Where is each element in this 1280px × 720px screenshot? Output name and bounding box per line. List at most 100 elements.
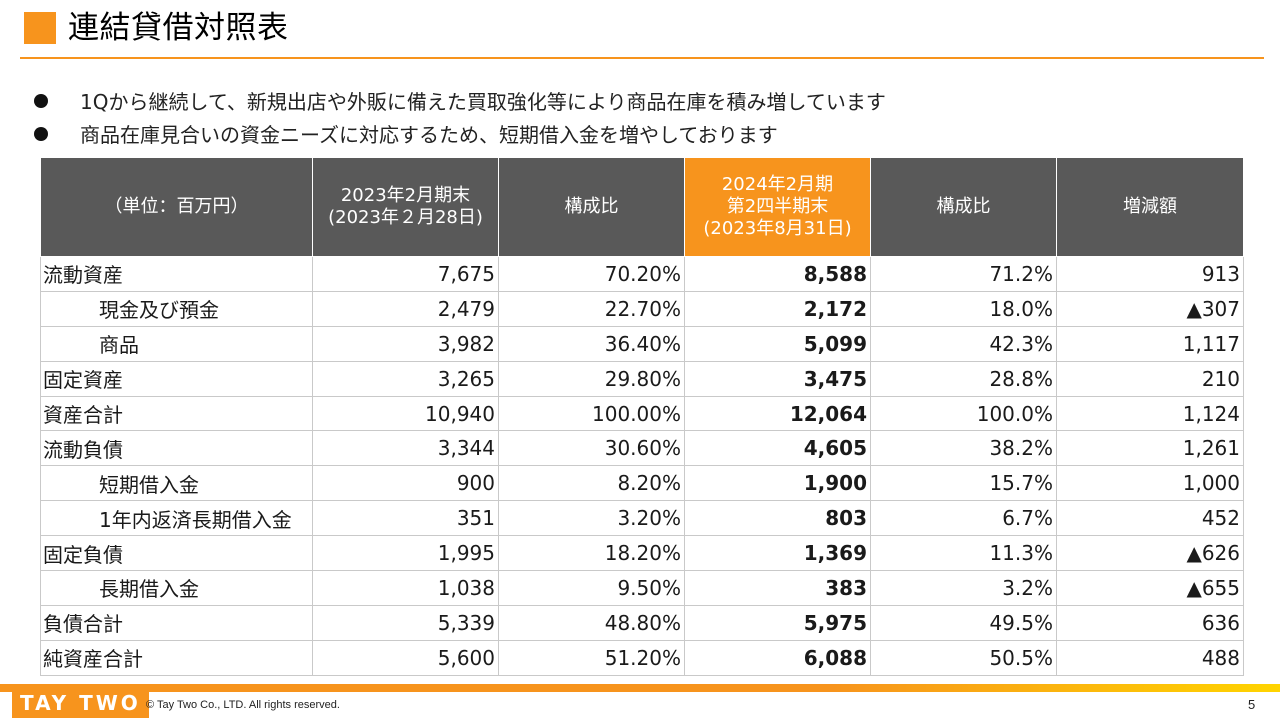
current-ratio: 15.7%	[870, 465, 1057, 502]
current-value: 5,975	[684, 604, 871, 641]
table-header-row: （単位：百万円） 2023年2月期末 (2023年２月28日) 構成比 2024…	[40, 157, 1244, 257]
table-row: 固定資産 3,265 29.80% 3,475 28.8% 210	[40, 360, 1244, 397]
prev-value: 1,038	[312, 570, 499, 606]
change-value: 488	[1056, 639, 1244, 676]
row-label: 資産合計	[40, 395, 313, 432]
prev-value: 351	[312, 500, 499, 537]
change-value: 1,261	[1056, 430, 1244, 467]
prev-value: 3,344	[312, 430, 499, 467]
header-ratio-prev: 構成比	[498, 157, 685, 257]
change-value: 452	[1056, 500, 1244, 537]
bullet-text: 商品在庫見合いの資金ニーズに対応するため、短期借入金を増やしております	[80, 123, 778, 147]
footer-accent-bar	[0, 684, 1280, 692]
row-label: 固定負債	[40, 535, 313, 572]
current-value: 8,588	[684, 256, 871, 292]
prev-ratio: 9.50%	[498, 570, 685, 606]
table-row: 現金及び預金 2,479 22.70% 2,172 18.0% ▲307	[40, 290, 1244, 327]
row-label: 商品	[40, 325, 313, 362]
prev-value: 2,479	[312, 290, 499, 327]
prev-value: 5,600	[312, 639, 499, 676]
prev-value: 900	[312, 465, 499, 502]
header-prev-line1: 2023年2月期末	[340, 185, 471, 206]
bullet-text: 1Qから継続して、新規出店や外販に備えた買取強化等により商品在庫を積み増していま…	[80, 90, 886, 114]
current-value: 803	[684, 500, 871, 537]
current-value: 5,099	[684, 325, 871, 362]
change-value: ▲626	[1056, 535, 1244, 572]
row-label: 現金及び預金	[40, 290, 313, 327]
change-value: ▲307	[1056, 290, 1244, 327]
prev-ratio: 22.70%	[498, 290, 685, 327]
company-logo: TAY TWO	[12, 688, 149, 718]
bullet-dot-icon	[34, 93, 48, 108]
prev-value: 7,675	[312, 256, 499, 292]
current-ratio: 50.5%	[870, 639, 1057, 676]
bullet-item: 1Qから継続して、新規出店や外販に備えた買取強化等により商品在庫を積み増していま…	[34, 84, 886, 117]
page-title: 連結貸借対照表	[68, 10, 289, 46]
prev-value: 3,265	[312, 360, 499, 397]
current-ratio: 71.2%	[870, 256, 1057, 292]
bullet-list: 1Qから継続して、新規出店や外販に備えた買取強化等により商品在庫を積み増していま…	[34, 84, 886, 150]
change-value: 210	[1056, 360, 1244, 397]
prev-ratio: 30.60%	[498, 430, 685, 467]
current-value: 383	[684, 570, 871, 606]
header-curr-line3: (2023年8月31日)	[703, 218, 852, 239]
header-ratio-current: 構成比	[870, 157, 1057, 257]
table-row: 短期借入金 900 8.20% 1,900 15.7% 1,000	[40, 465, 1244, 502]
row-label: 長期借入金	[40, 570, 313, 606]
prev-ratio: 18.20%	[498, 535, 685, 572]
prev-ratio: 8.20%	[498, 465, 685, 502]
header-change: 増減額	[1056, 157, 1244, 257]
table-row: 商品 3,982 36.40% 5,099 42.3% 1,117	[40, 325, 1244, 362]
current-value: 6,088	[684, 639, 871, 676]
change-value: 913	[1056, 256, 1244, 292]
table-row: 流動資産 7,675 70.20% 8,588 71.2% 913	[40, 256, 1244, 292]
header-prev-line2: (2023年２月28日)	[328, 207, 483, 228]
row-label: 流動負債	[40, 430, 313, 467]
current-ratio: 3.2%	[870, 570, 1057, 606]
prev-ratio: 29.80%	[498, 360, 685, 397]
change-value: 636	[1056, 604, 1244, 641]
header-current-period: 2024年2月期 第2四半期末 (2023年8月31日)	[684, 157, 871, 257]
row-label: 短期借入金	[40, 465, 313, 502]
table-row: 流動負債 3,344 30.60% 4,605 38.2% 1,261	[40, 430, 1244, 467]
title-accent-square	[24, 12, 56, 44]
current-value: 3,475	[684, 360, 871, 397]
row-label: 固定資産	[40, 360, 313, 397]
page-number: 5	[1248, 697, 1256, 712]
bullet-item: 商品在庫見合いの資金ニーズに対応するため、短期借入金を増やしております	[34, 117, 886, 150]
current-value: 1,369	[684, 535, 871, 572]
balance-sheet-table: （単位：百万円） 2023年2月期末 (2023年２月28日) 構成比 2024…	[40, 157, 1244, 676]
table-row: 資産合計 10,940 100.00% 12,064 100.0% 1,124	[40, 395, 1244, 432]
table-row: 1年内返済長期借入金 351 3.20% 803 6.7% 452	[40, 500, 1244, 537]
prev-ratio: 3.20%	[498, 500, 685, 537]
current-ratio: 11.3%	[870, 535, 1057, 572]
row-label: 流動資産	[40, 256, 313, 292]
prev-value: 5,339	[312, 604, 499, 641]
bullet-dot-icon	[34, 126, 48, 141]
current-value: 1,900	[684, 465, 871, 502]
table-row: 純資産合計 5,600 51.20% 6,088 50.5% 488	[40, 639, 1244, 676]
current-ratio: 42.3%	[870, 325, 1057, 362]
header-curr-line2: 第2四半期末	[726, 196, 829, 217]
row-label: 1年内返済長期借入金	[40, 500, 313, 537]
copyright-text: © Tay Two Co., LTD. All rights reserved.	[146, 699, 340, 711]
current-value: 4,605	[684, 430, 871, 467]
table-row: 負債合計 5,339 48.80% 5,975 49.5% 636	[40, 604, 1244, 641]
row-label: 負債合計	[40, 604, 313, 641]
prev-ratio: 100.00%	[498, 395, 685, 432]
change-value: 1,000	[1056, 465, 1244, 502]
current-value: 12,064	[684, 395, 871, 432]
row-label: 純資産合計	[40, 639, 313, 676]
prev-value: 3,982	[312, 325, 499, 362]
prev-ratio: 51.20%	[498, 639, 685, 676]
current-ratio: 38.2%	[870, 430, 1057, 467]
change-value: 1,124	[1056, 395, 1244, 432]
current-ratio: 28.8%	[870, 360, 1057, 397]
current-ratio: 18.0%	[870, 290, 1057, 327]
current-ratio: 6.7%	[870, 500, 1057, 537]
change-value: 1,117	[1056, 325, 1244, 362]
prev-ratio: 48.80%	[498, 604, 685, 641]
header-unit: （単位：百万円）	[40, 157, 313, 257]
table-row: 長期借入金 1,038 9.50% 383 3.2% ▲655	[40, 570, 1244, 606]
prev-value: 10,940	[312, 395, 499, 432]
